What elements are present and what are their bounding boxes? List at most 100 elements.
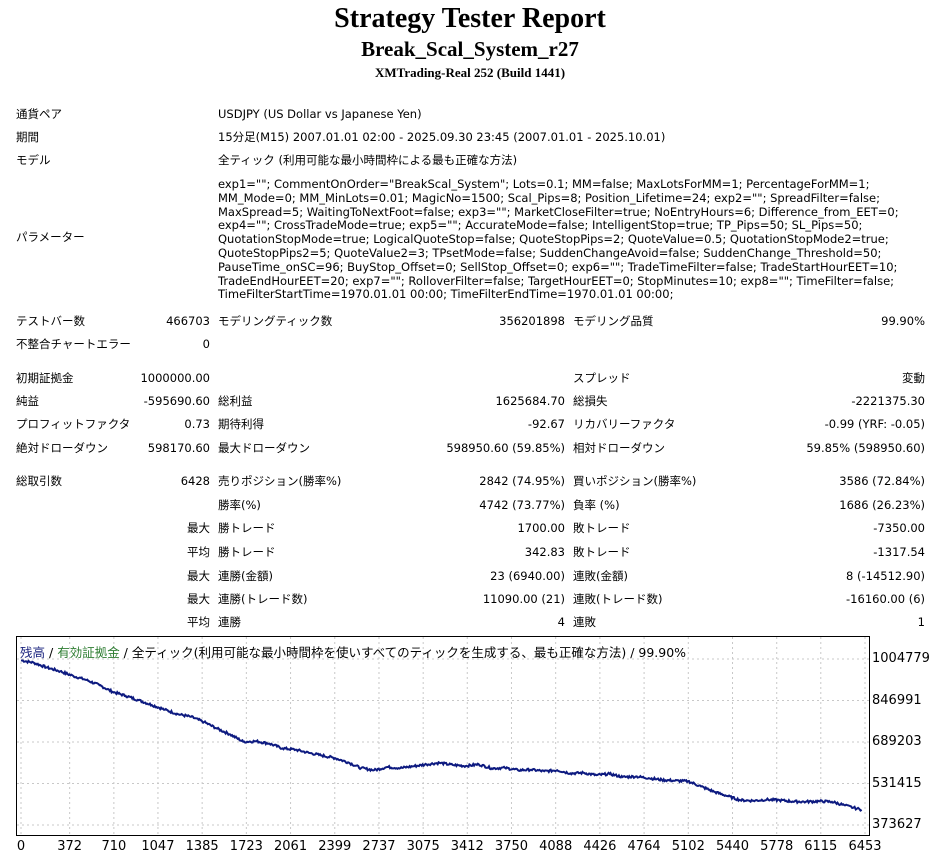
- x-tick-label: 6453: [848, 839, 882, 854]
- model-value: 全ティック (利用可能な最小時間枠による最も正確な方法): [218, 153, 518, 167]
- pair-label: 通貨ペア: [16, 107, 62, 121]
- largest-win-value: 1700.00: [517, 521, 565, 535]
- pair-value: USDJPY (US Dollar vs Japanese Yen): [218, 107, 422, 121]
- max-word-2: 最大: [187, 569, 210, 583]
- avg-consec-win-label: 連勝: [218, 615, 241, 629]
- quality-value: 99.90%: [881, 314, 925, 328]
- long-label: 買いポジション(勝率%): [573, 474, 697, 488]
- rel-dd-value: 59.85% (598950.60): [806, 441, 925, 455]
- model-label: モデル: [16, 153, 51, 167]
- gross-loss-label: 総損失: [573, 394, 608, 408]
- recovery-value: -0.99 (YRF: -0.05): [824, 417, 925, 431]
- avg-win-label: 勝トレード: [218, 545, 276, 559]
- largest-loss-value: -7350.00: [873, 521, 925, 535]
- balance-chart-svg: [17, 637, 869, 835]
- recovery-label: リカバリーファクタ: [573, 417, 676, 431]
- max-consec-win-label: 連勝(金額): [218, 569, 273, 583]
- params-value: exp1=""; CommentOnOrder="BreakScal_Syste…: [218, 177, 899, 302]
- deposit-label: 初期証拠金: [16, 371, 74, 385]
- deposit-value: 1000000.00: [140, 371, 210, 385]
- x-tick-label: 5778: [760, 839, 794, 854]
- short-value: 2842 (74.95%): [479, 474, 565, 488]
- largest-win-label: 勝トレード: [218, 521, 276, 535]
- y-tick-label: 846991: [872, 692, 922, 708]
- legend-equity: 有効証拠金: [57, 645, 120, 660]
- x-tick-label: 5102: [671, 839, 705, 854]
- x-tick-label: 2737: [362, 839, 396, 854]
- x-tick-label: 4426: [583, 839, 617, 854]
- win-rate-value: 4742 (73.77%): [479, 498, 565, 512]
- legend-balance: 残高: [20, 645, 46, 660]
- spread-value: 変動: [902, 371, 925, 385]
- x-tick-label: 1047: [141, 839, 175, 854]
- rel-dd-label: 相対ドローダウン: [573, 441, 665, 455]
- x-tick-label: 0: [16, 839, 26, 854]
- mismatch-value: 0: [202, 337, 210, 351]
- max-word: 最大: [187, 521, 210, 535]
- max-dd-value: 598950.60 (59.85%): [446, 441, 565, 455]
- x-tick-label: 4764: [627, 839, 661, 854]
- avg-consec-win-value: 4: [557, 615, 565, 629]
- largest-loss-label: 敗トレード: [573, 521, 631, 535]
- y-tick-label: 373627: [872, 817, 922, 832]
- x-tick-label: 2061: [274, 839, 308, 854]
- max-consec-profit-label: 連勝(トレード数): [218, 592, 308, 606]
- x-tick-label: 3075: [406, 839, 440, 854]
- x-tick-label: 3750: [494, 839, 529, 854]
- net-label: 純益: [16, 394, 39, 408]
- period-value: 15分足(M15) 2007.01.01 02:00 - 2025.09.30 …: [218, 130, 666, 144]
- gross-profit-label: 総利益: [218, 394, 253, 408]
- quality-label: モデリング品質: [573, 314, 654, 328]
- x-tick-label: 6115: [804, 839, 838, 854]
- short-label: 売りポジション(勝率%): [218, 474, 342, 488]
- x-tick-label: 5440: [715, 839, 750, 854]
- total-trades-value: 6428: [180, 474, 210, 488]
- legend-rest: / 全ティック(利用可能な最小時間枠を使いすべてのティックを生成する、最も正確な…: [119, 645, 687, 660]
- loss-rate-value: 1686 (26.23%): [839, 498, 925, 512]
- max-consec-win-value: 23 (6940.00): [490, 569, 565, 583]
- spread-label: スプレッド: [573, 371, 631, 385]
- legend-sep: /: [45, 645, 58, 660]
- balance-line: [20, 659, 863, 812]
- balance-chart: [16, 636, 870, 836]
- payoff-label: 期待利得: [218, 417, 264, 431]
- net-value: -595690.60: [143, 394, 210, 408]
- loss-rate-label: 負率 (%): [573, 498, 620, 512]
- abs-dd-label: 絶対ドローダウン: [16, 441, 108, 455]
- x-tick-label: 1723: [229, 839, 263, 854]
- x-tick-label: 710: [101, 839, 127, 854]
- gross-profit-value: 1625684.70: [495, 394, 565, 408]
- pf-label: プロフィットファクタ: [16, 417, 131, 431]
- max-consec-loss-label: 連敗(金額): [573, 569, 628, 583]
- total-trades-label: 総取引数: [16, 474, 62, 488]
- max-consec-lossamt-label: 連敗(トレード数): [573, 592, 663, 606]
- max-consec-profit-value: 11090.00 (21): [482, 592, 565, 606]
- avg-word-2: 平均: [187, 615, 210, 629]
- x-tick-label: 2399: [318, 839, 352, 854]
- bars-value: 466703: [166, 314, 210, 328]
- report-title: Strategy Tester Report: [334, 3, 606, 34]
- max-dd-label: 最大ドローダウン: [218, 441, 310, 455]
- period-label: 期間: [16, 130, 39, 144]
- y-tick-label: 531415: [872, 775, 922, 791]
- ea-name: Break_Scal_System_r27: [361, 37, 579, 61]
- x-tick-label: 372: [57, 839, 83, 854]
- long-value: 3586 (72.84%): [839, 474, 925, 488]
- ticks-label: モデリングティック数: [218, 314, 333, 328]
- gross-loss-value: -2221375.30: [851, 394, 925, 408]
- x-tick-label: 4088: [539, 839, 573, 854]
- y-tick-label: 689203: [872, 734, 922, 749]
- ticks-value: 356201898: [499, 314, 565, 328]
- x-tick-label: 3412: [450, 839, 484, 854]
- abs-dd-value: 598170.60: [147, 441, 210, 455]
- mismatch-label: 不整合チャートエラー: [16, 337, 131, 351]
- chart-legend: 残高 / 有効証拠金 / 全ティック(利用可能な最小時間枠を使いすべてのティック…: [20, 645, 686, 661]
- server-info: XMTrading-Real 252 (Build 1441): [374, 65, 566, 80]
- params-label: パラメーター: [16, 230, 85, 244]
- max-consec-lossamt-value: -16160.00 (6): [846, 592, 925, 606]
- avg-consec-loss-value: 1: [917, 615, 925, 629]
- x-tick-label: 1385: [185, 839, 219, 854]
- avg-loss-label: 敗トレード: [573, 545, 631, 559]
- y-tick-label: 1004779: [872, 651, 930, 666]
- pf-value: 0.73: [184, 417, 210, 431]
